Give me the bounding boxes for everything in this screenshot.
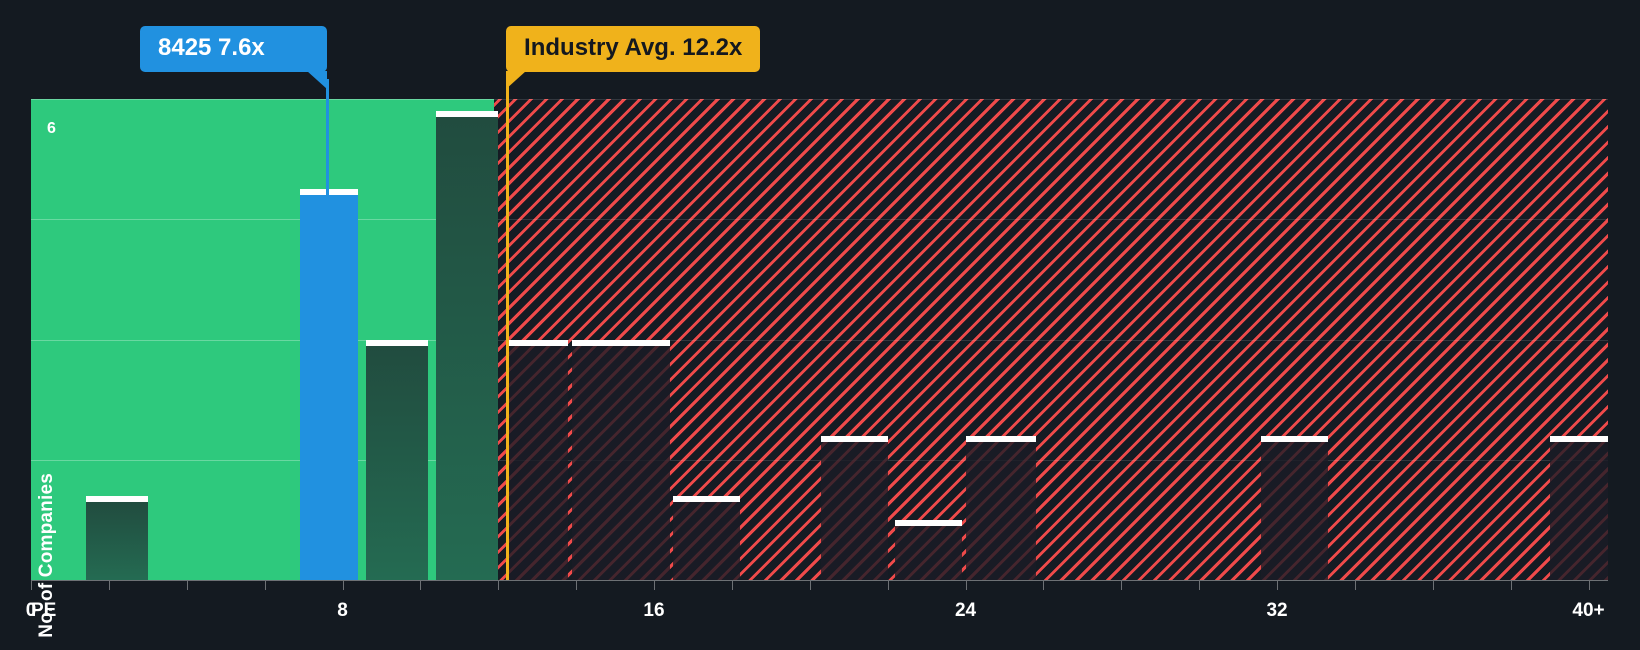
company-callout-label: 8425 7.6x bbox=[158, 34, 265, 61]
x-tick-40 bbox=[1588, 581, 1590, 590]
bar[interactable] bbox=[821, 435, 888, 580]
bar[interactable] bbox=[435, 111, 499, 580]
x-tick-16 bbox=[654, 581, 655, 590]
x-tick-28 bbox=[1121, 581, 1123, 590]
zone-overvalued bbox=[494, 99, 1608, 580]
x-tick-32 bbox=[1277, 581, 1279, 590]
x-tick-label-32: 32 bbox=[1266, 600, 1288, 621]
x-tick-label-24: 24 bbox=[954, 600, 977, 621]
x-tick-30 bbox=[1199, 581, 1201, 590]
x-tick-24 bbox=[965, 581, 967, 590]
bar-cap bbox=[506, 339, 569, 346]
bar-cap bbox=[965, 435, 1036, 442]
bar[interactable] bbox=[299, 189, 359, 580]
bar-cap bbox=[435, 111, 499, 118]
bar[interactable] bbox=[1549, 435, 1608, 580]
bar-cap bbox=[85, 495, 148, 502]
company-callout[interactable]: 8425 7.6x bbox=[140, 26, 327, 89]
bar[interactable] bbox=[1261, 435, 1328, 580]
bar[interactable] bbox=[895, 519, 962, 580]
bar[interactable] bbox=[365, 339, 429, 580]
company-leader-line bbox=[325, 79, 329, 196]
bar-cap bbox=[821, 435, 888, 442]
x-tick-2 bbox=[108, 581, 110, 590]
bar[interactable] bbox=[965, 435, 1036, 580]
industry-callout[interactable]: Industry Avg. 12.2x bbox=[506, 26, 761, 89]
x-tick-12 bbox=[498, 581, 500, 590]
bar[interactable] bbox=[85, 495, 148, 580]
x-tick-label-0: 0 bbox=[25, 600, 37, 621]
bar-cap bbox=[673, 495, 740, 502]
bar-cap bbox=[895, 519, 962, 526]
x-tick-18 bbox=[731, 581, 733, 590]
x-tick-10 bbox=[420, 581, 422, 590]
x-tick-label-8: 8 bbox=[337, 600, 348, 621]
x-tick-4 bbox=[186, 581, 188, 590]
industry-leader-line bbox=[506, 79, 510, 580]
x-tick-36 bbox=[1432, 581, 1434, 590]
bar-cap bbox=[1549, 435, 1608, 442]
x-tick-14 bbox=[576, 581, 578, 590]
x-tick-26 bbox=[1043, 581, 1045, 590]
x-axis-line bbox=[31, 580, 1608, 581]
bar-cap bbox=[1261, 435, 1328, 442]
x-tick-6 bbox=[264, 581, 266, 590]
x-tick-38 bbox=[1510, 581, 1512, 590]
x-tick-34 bbox=[1354, 581, 1356, 590]
industry-callout-label: Industry Avg. 12.2x bbox=[524, 34, 743, 61]
x-tick-label-16: 16 bbox=[643, 600, 665, 621]
bar-cap bbox=[365, 339, 429, 346]
y-axis-tick-6: 6 bbox=[47, 120, 56, 137]
x-tick-0 bbox=[31, 581, 32, 590]
bar[interactable] bbox=[506, 339, 569, 580]
industry-callout-tail bbox=[506, 71, 527, 89]
x-axis-title: PE bbox=[31, 600, 57, 621]
bar[interactable] bbox=[673, 495, 740, 580]
plot-area bbox=[31, 99, 1608, 580]
x-tick-label-40+: 40+ bbox=[1572, 600, 1605, 621]
bar-cap bbox=[572, 339, 670, 346]
bar[interactable] bbox=[572, 339, 670, 580]
company-callout-tail bbox=[306, 71, 327, 89]
x-tick-8 bbox=[342, 581, 344, 590]
x-tick-20 bbox=[809, 581, 811, 590]
x-tick-22 bbox=[887, 581, 889, 590]
